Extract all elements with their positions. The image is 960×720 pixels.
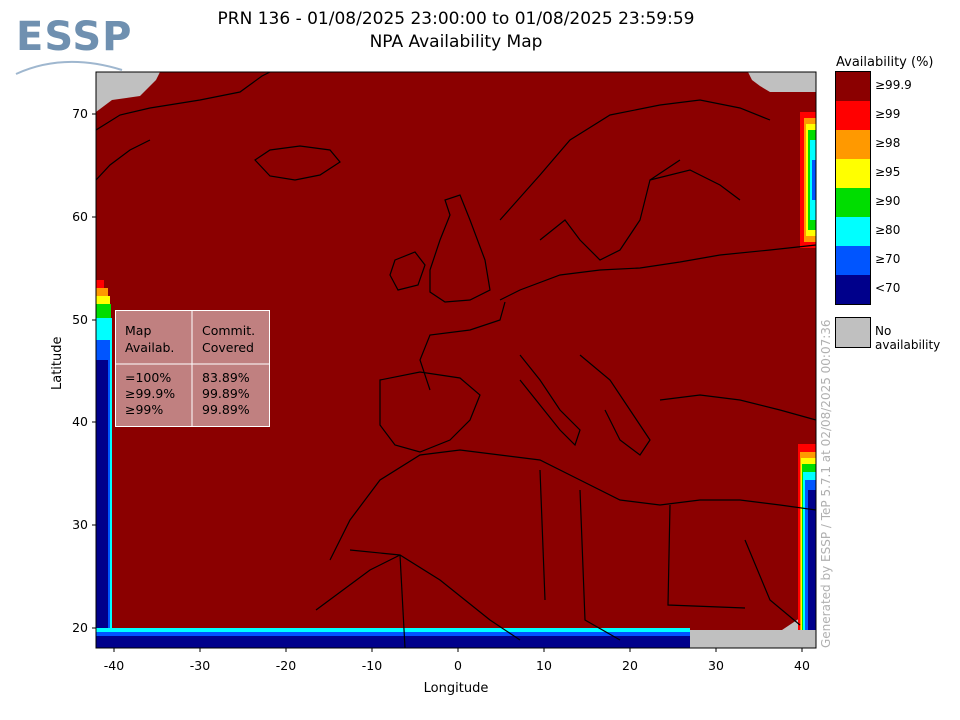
east-edge-band-north xyxy=(800,112,816,248)
west-edge-band xyxy=(96,280,112,648)
x-tick-label: -30 xyxy=(189,658,211,673)
no-availability-label: No availability xyxy=(875,324,941,352)
y-tick-label: 30 xyxy=(72,517,88,532)
table-cell: ≥99% xyxy=(125,402,164,417)
essp-logo: ESSP xyxy=(16,14,133,60)
y-ticks xyxy=(92,113,96,629)
table-cell: 99.89% xyxy=(202,386,250,401)
legend-label: ≥70 xyxy=(875,252,901,266)
x-tick-label: 0 xyxy=(454,658,462,673)
legend-swatch xyxy=(836,275,870,304)
x-tick-label: 40 xyxy=(794,658,810,673)
south-edge-band xyxy=(96,628,690,648)
table-cell: ≥99.9% xyxy=(125,386,176,401)
x-tick-label: -40 xyxy=(103,658,125,673)
x-tick-label: 20 xyxy=(622,658,638,673)
table-cell: 83.89% xyxy=(202,370,250,385)
legend-label: ≥98 xyxy=(875,136,901,150)
no-availability-se xyxy=(690,618,816,648)
legend-label: ≥95 xyxy=(875,165,901,179)
stats-table-col-covered: 83.89% 99.89% 99.89% xyxy=(202,370,250,418)
y-axis-label: Latitude xyxy=(50,336,65,390)
legend-swatch xyxy=(836,246,870,275)
y-tick-label: 50 xyxy=(72,312,88,327)
legend-title: Availability (%) xyxy=(836,55,934,70)
east-edge-band-south xyxy=(798,444,816,630)
map-subtitle: NPA Availability Map xyxy=(369,32,543,52)
legend-label: <70 xyxy=(875,281,901,295)
y-tick-label: 20 xyxy=(72,620,88,635)
x-tick-label: -20 xyxy=(275,658,297,673)
x-tick-label: -10 xyxy=(361,658,383,673)
header-line: Covered xyxy=(202,340,254,355)
table-cell: =100% xyxy=(125,370,172,385)
legend-label: ≥99 xyxy=(875,107,901,121)
legend-label: ≥90 xyxy=(875,194,901,208)
stats-table-header-map: Map Availab. xyxy=(125,322,174,356)
x-tick-label: 10 xyxy=(536,658,552,673)
x-axis-label: Longitude xyxy=(423,681,489,696)
no-availability-nw xyxy=(96,72,160,112)
x-tick-label: 30 xyxy=(708,658,724,673)
legend-swatch xyxy=(836,72,870,101)
no-availability-ne xyxy=(748,72,816,92)
no-availability-swatch xyxy=(835,317,871,348)
y-tick-label: 70 xyxy=(72,106,88,121)
logo-swoosh-icon xyxy=(15,60,123,75)
stats-table-header-covered: Commit. Covered xyxy=(202,322,255,356)
legend-swatch xyxy=(836,217,870,246)
y-tick-label: 60 xyxy=(72,209,88,224)
x-ticks xyxy=(113,648,803,652)
y-tick-label: 40 xyxy=(72,414,88,429)
plot-frame xyxy=(95,71,817,649)
legend-swatch xyxy=(836,159,870,188)
legend-swatch xyxy=(836,130,870,159)
legend-label: ≥99.9 xyxy=(875,78,912,92)
legend-label: ≥80 xyxy=(875,223,901,237)
table-cell: 99.89% xyxy=(202,402,250,417)
header-line: Map xyxy=(125,323,152,338)
generated-credit: Generated by ESSP / TeP 5.7.1 at 02/08/2… xyxy=(819,319,833,648)
stats-table-frame xyxy=(115,310,270,427)
legend-swatch xyxy=(836,101,870,130)
header-line: Availab. xyxy=(125,340,175,355)
stats-table-col-map: =100% ≥99.9% ≥99% xyxy=(125,370,175,418)
legend-colorbar xyxy=(835,71,871,305)
map-title: PRN 136 - 01/08/2025 23:00:00 to 01/08/2… xyxy=(217,9,695,29)
header-line: Commit. xyxy=(202,323,256,338)
coastlines xyxy=(95,71,817,649)
legend-swatch xyxy=(836,188,870,217)
